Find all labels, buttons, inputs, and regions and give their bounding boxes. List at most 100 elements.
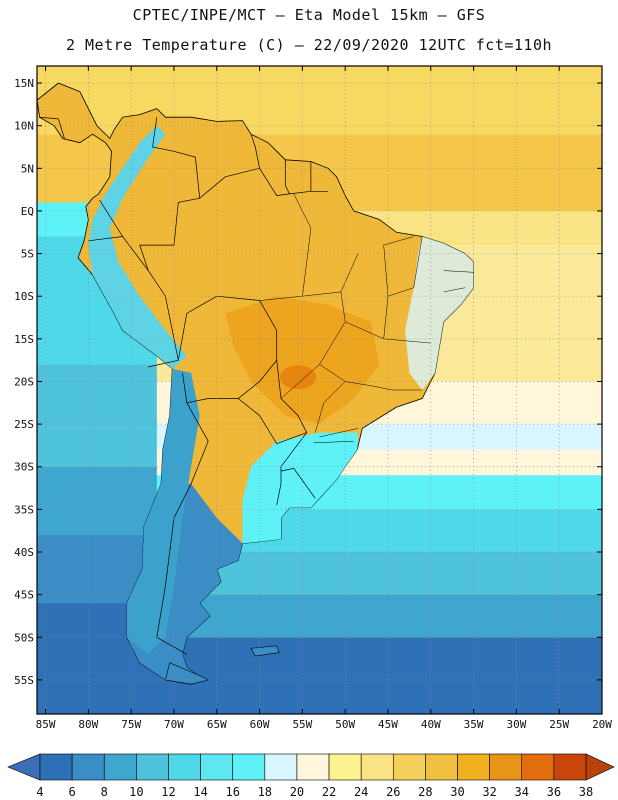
chart-title-block: CPTEC/INPE/MCT – Eta Model 15km – GFS 2 … (0, 0, 618, 60)
lat-tick-label: 40S (14, 546, 34, 559)
country-border-0 (148, 295, 278, 404)
colorbar-swatch-2 (103, 753, 137, 781)
lat-tick-label: 10S (14, 290, 34, 303)
lat-tick-label: 35S (14, 503, 34, 516)
colorbar-label: 38 (579, 785, 593, 799)
colorbar-swatch-8 (296, 753, 330, 781)
falkland-islands (250, 645, 280, 657)
lat-tick-label: 55S (14, 674, 34, 687)
colorbar-swatch-12 (425, 753, 458, 781)
country-border-2 (156, 402, 209, 655)
colorbar-swatch-3 (136, 753, 169, 781)
colorbar-label: 16 (225, 785, 239, 799)
lat-tick-label: 50S (14, 631, 34, 644)
colorbar-swatch-0 (39, 753, 73, 781)
colorbar-swatch-1 (71, 753, 105, 781)
state-border-10 (443, 270, 474, 273)
lon-tick-label: 60W (250, 718, 270, 731)
colorbar: 4 6 8 10 12 14 16 18 20 22 24 26 28 30 32 34 36 38 (7, 753, 615, 799)
lon-tick-label: 40W (421, 718, 441, 731)
lat-tick-label: 5N (21, 162, 34, 175)
country-border-8 (152, 117, 201, 199)
colorbar-swatch-15 (521, 753, 555, 781)
country-border-5 (139, 134, 261, 361)
lat-tick-label: 15S (14, 333, 34, 346)
country-border-3 (276, 432, 307, 506)
lon-tick-label: 85W (36, 718, 56, 731)
lat-tick-label: 5S (21, 248, 34, 261)
colorbar-label: 22 (322, 785, 336, 799)
lat-tick-label: 15N (14, 77, 34, 90)
state-border-8 (383, 338, 431, 344)
lon-tick-label: 80W (78, 718, 98, 731)
lon-tick-label: 75W (121, 718, 141, 731)
state-border-9 (383, 236, 414, 297)
colorbar-swatch-9 (328, 753, 362, 781)
northeast-cool-strip (405, 236, 474, 390)
lon-tick-label: 55W (292, 718, 312, 731)
colorbar-swatch-4 (168, 753, 201, 781)
colorbar-right-arrow (585, 753, 615, 781)
country-border-4 (280, 468, 316, 499)
colorbar-swatch-14 (489, 753, 523, 781)
colorbar-label: 28 (418, 785, 432, 799)
country-border-7 (99, 199, 123, 237)
chart-title: CPTEC/INPE/MCT – Eta Model 15km – GFS (132, 6, 486, 24)
colorbar-swatch-5 (200, 753, 234, 781)
south-cool-region (242, 432, 358, 544)
state-border-2 (340, 236, 423, 340)
lat-tick-label: 45S (14, 589, 34, 602)
colorbar-label: 32 (482, 785, 496, 799)
colorbar-swatch-16 (553, 753, 587, 781)
colorbar-label: 10 (129, 785, 143, 799)
lon-tick-label: 65W (207, 718, 227, 731)
tierra-del-fuego (165, 662, 210, 685)
chart-subtitle: 2 Metre Temperature (C) – 22/09/2020 12U… (65, 36, 553, 54)
lon-tick-label: 35W (464, 718, 484, 731)
state-border-1 (293, 193, 312, 297)
colorbar-left-arrow (7, 753, 41, 781)
colorbar-label: 20 (290, 785, 304, 799)
lat-tick-label: 25S (14, 418, 34, 431)
lon-tick-label: 50W (335, 718, 355, 731)
colorbar-label: 4 (36, 785, 43, 799)
state-border-7 (313, 440, 354, 444)
country-border-12 (58, 118, 65, 139)
pacific-band-2 (37, 364, 157, 467)
state-border-6 (319, 428, 359, 438)
lat-tick-label: 30S (14, 461, 34, 474)
hot-interior-region (225, 296, 380, 425)
colorbar-swatch-11 (392, 753, 426, 781)
colorbar-label: 26 (386, 785, 400, 799)
map-area (37, 66, 602, 714)
country-border-13 (39, 116, 59, 120)
colorbar-label: 30 (450, 785, 464, 799)
state-border-0 (259, 253, 359, 301)
lat-tick-label: EQ (21, 205, 34, 218)
colorbar-label: 18 (258, 785, 272, 799)
colorbar-label: 8 (101, 785, 108, 799)
colorbar-swatch-13 (457, 753, 490, 781)
lon-tick-label: 25W (549, 718, 569, 731)
hotspot-region (280, 365, 317, 390)
lon-tick-label: 45W (378, 718, 398, 731)
northern-andes (88, 125, 187, 369)
colorbar-swatch-6 (232, 753, 266, 781)
colorbar-label: 36 (547, 785, 561, 799)
pacific-band-3 (37, 466, 157, 535)
colorbar-label: 24 (354, 785, 368, 799)
lon-tick-label: 20W (592, 718, 612, 731)
colorbar-label: 34 (515, 785, 529, 799)
colorbar-label: 12 (161, 785, 175, 799)
lon-tick-label: 70W (164, 718, 184, 731)
colorbar-label: 6 (69, 785, 76, 799)
lon-tick-label: 30W (506, 718, 526, 731)
colorbar-label: 14 (193, 785, 207, 799)
southern-andes (126, 368, 200, 655)
state-border-4 (319, 364, 423, 391)
lat-tick-label: 20S (14, 375, 34, 388)
colorbar-swatch-7 (264, 753, 298, 781)
colorbar-swatch-10 (360, 753, 394, 781)
map-frame (36, 65, 603, 715)
